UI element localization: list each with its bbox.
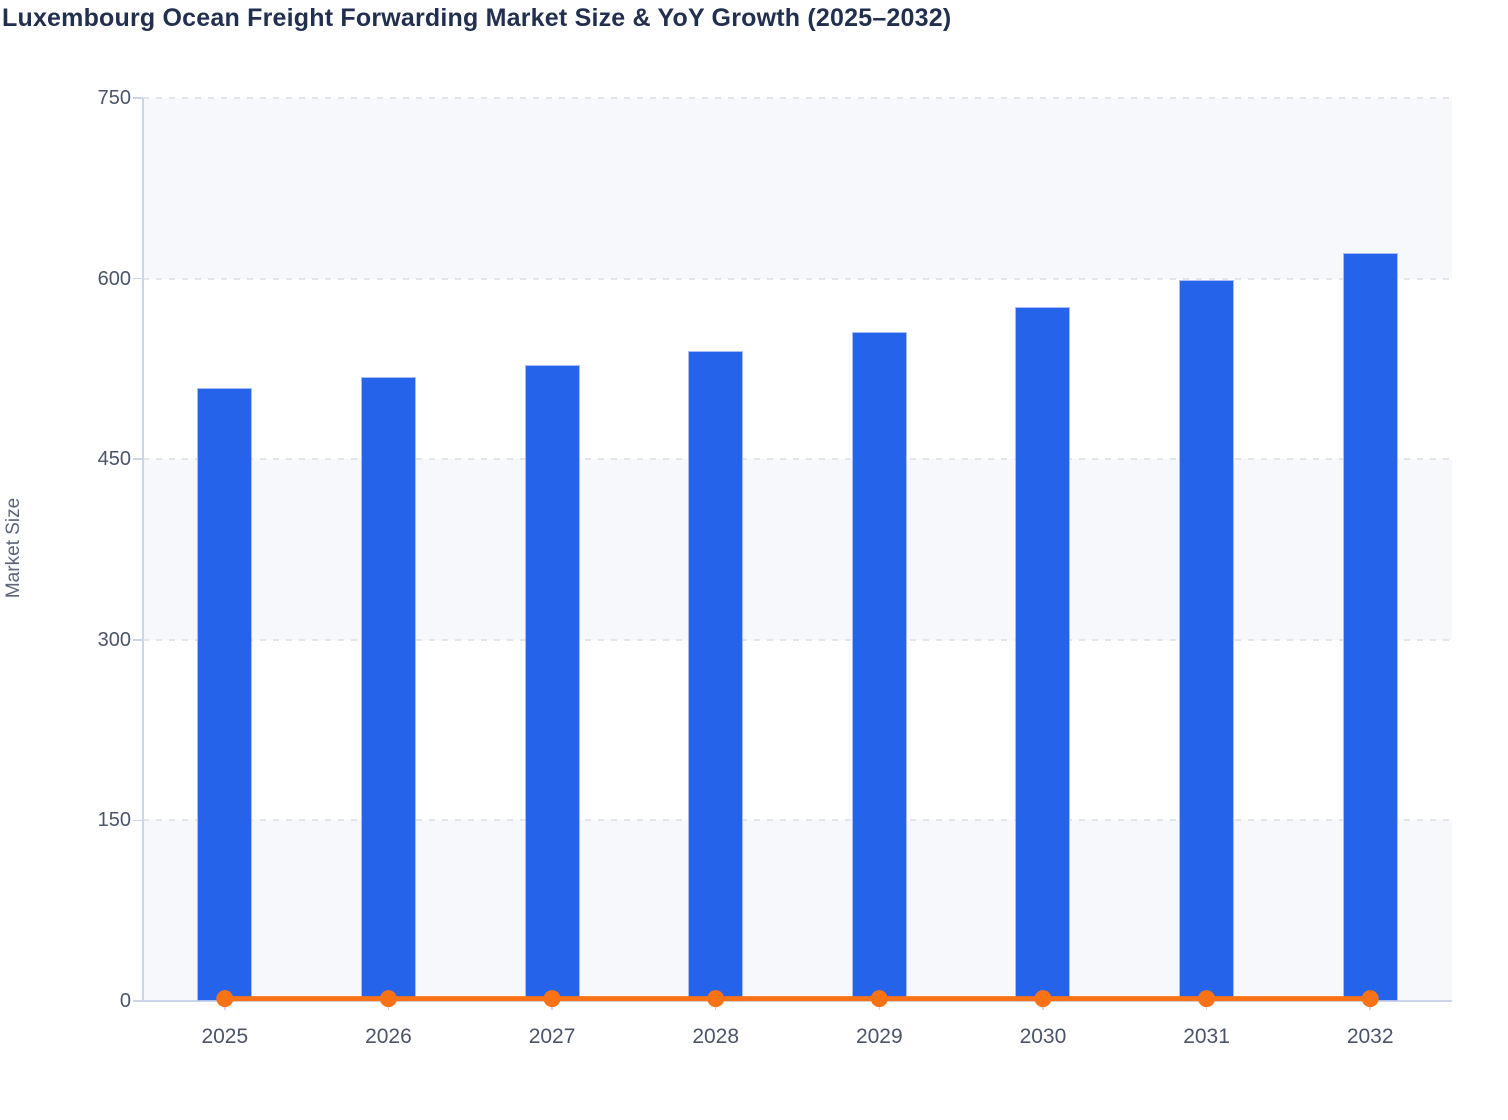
bar-2028[interactable] [688,350,744,1001]
bar-2025[interactable] [197,388,253,1001]
bar-2031[interactable] [1179,279,1235,1001]
gridline-150 [143,819,1452,822]
bar-2027[interactable] [524,365,580,1001]
bar-2026[interactable] [360,377,416,1001]
y-tickmark-300 [133,639,143,641]
x-tick-label-2029: 2029 [855,1025,903,1048]
chart-title: Luxembourg Ocean Freight Forwarding Mark… [2,4,952,32]
yoy-marker-2032[interactable] [1361,990,1379,1008]
x-tick-label-2027: 2027 [528,1025,576,1048]
bar-2030[interactable] [1015,307,1071,1001]
x-tick-label-2026: 2026 [365,1025,412,1048]
bar-2029[interactable] [851,331,907,1001]
y-tick-label-600: 600 [97,267,131,290]
yoy-marker-2030[interactable] [1034,990,1052,1008]
gridline-750 [143,97,1452,99]
x-tick-label-2030: 2030 [1019,1025,1067,1048]
gridline-450 [143,458,1452,461]
y-tick-label-150: 150 [97,809,131,832]
yoy-marker-2025[interactable] [216,990,234,1008]
y-tickmark-150 [133,819,143,822]
plot-band [143,98,1452,279]
yoy-marker-2027[interactable] [543,990,561,1008]
gridline-600 [143,277,1452,280]
bar-2032[interactable] [1342,253,1398,1001]
x-tick-label-2031: 2031 [1183,1025,1230,1048]
y-tickmark-750 [133,97,143,99]
y-tick-label-0: 0 [119,990,131,1012]
y-tick-label-300: 300 [97,628,131,651]
y-tickmark-450 [133,458,143,460]
x-tick-label-2028: 2028 [692,1025,740,1048]
yoy-marker-2031[interactable] [1198,990,1216,1008]
y-tick-label-450: 450 [97,448,131,471]
x-tick-label-2025: 2025 [201,1025,249,1048]
y-tickmark-600 [133,277,143,280]
x-tick-label-2032: 2032 [1346,1025,1394,1048]
yoy-marker-2026[interactable] [379,990,397,1008]
y-tickmark-0 [133,1000,143,1002]
yoy-marker-2029[interactable] [870,990,888,1008]
yoy-marker-2028[interactable] [707,990,725,1008]
y-axis-line [142,98,144,1001]
gridline-300 [143,638,1452,641]
y-tick-label-750: 750 [97,87,131,109]
